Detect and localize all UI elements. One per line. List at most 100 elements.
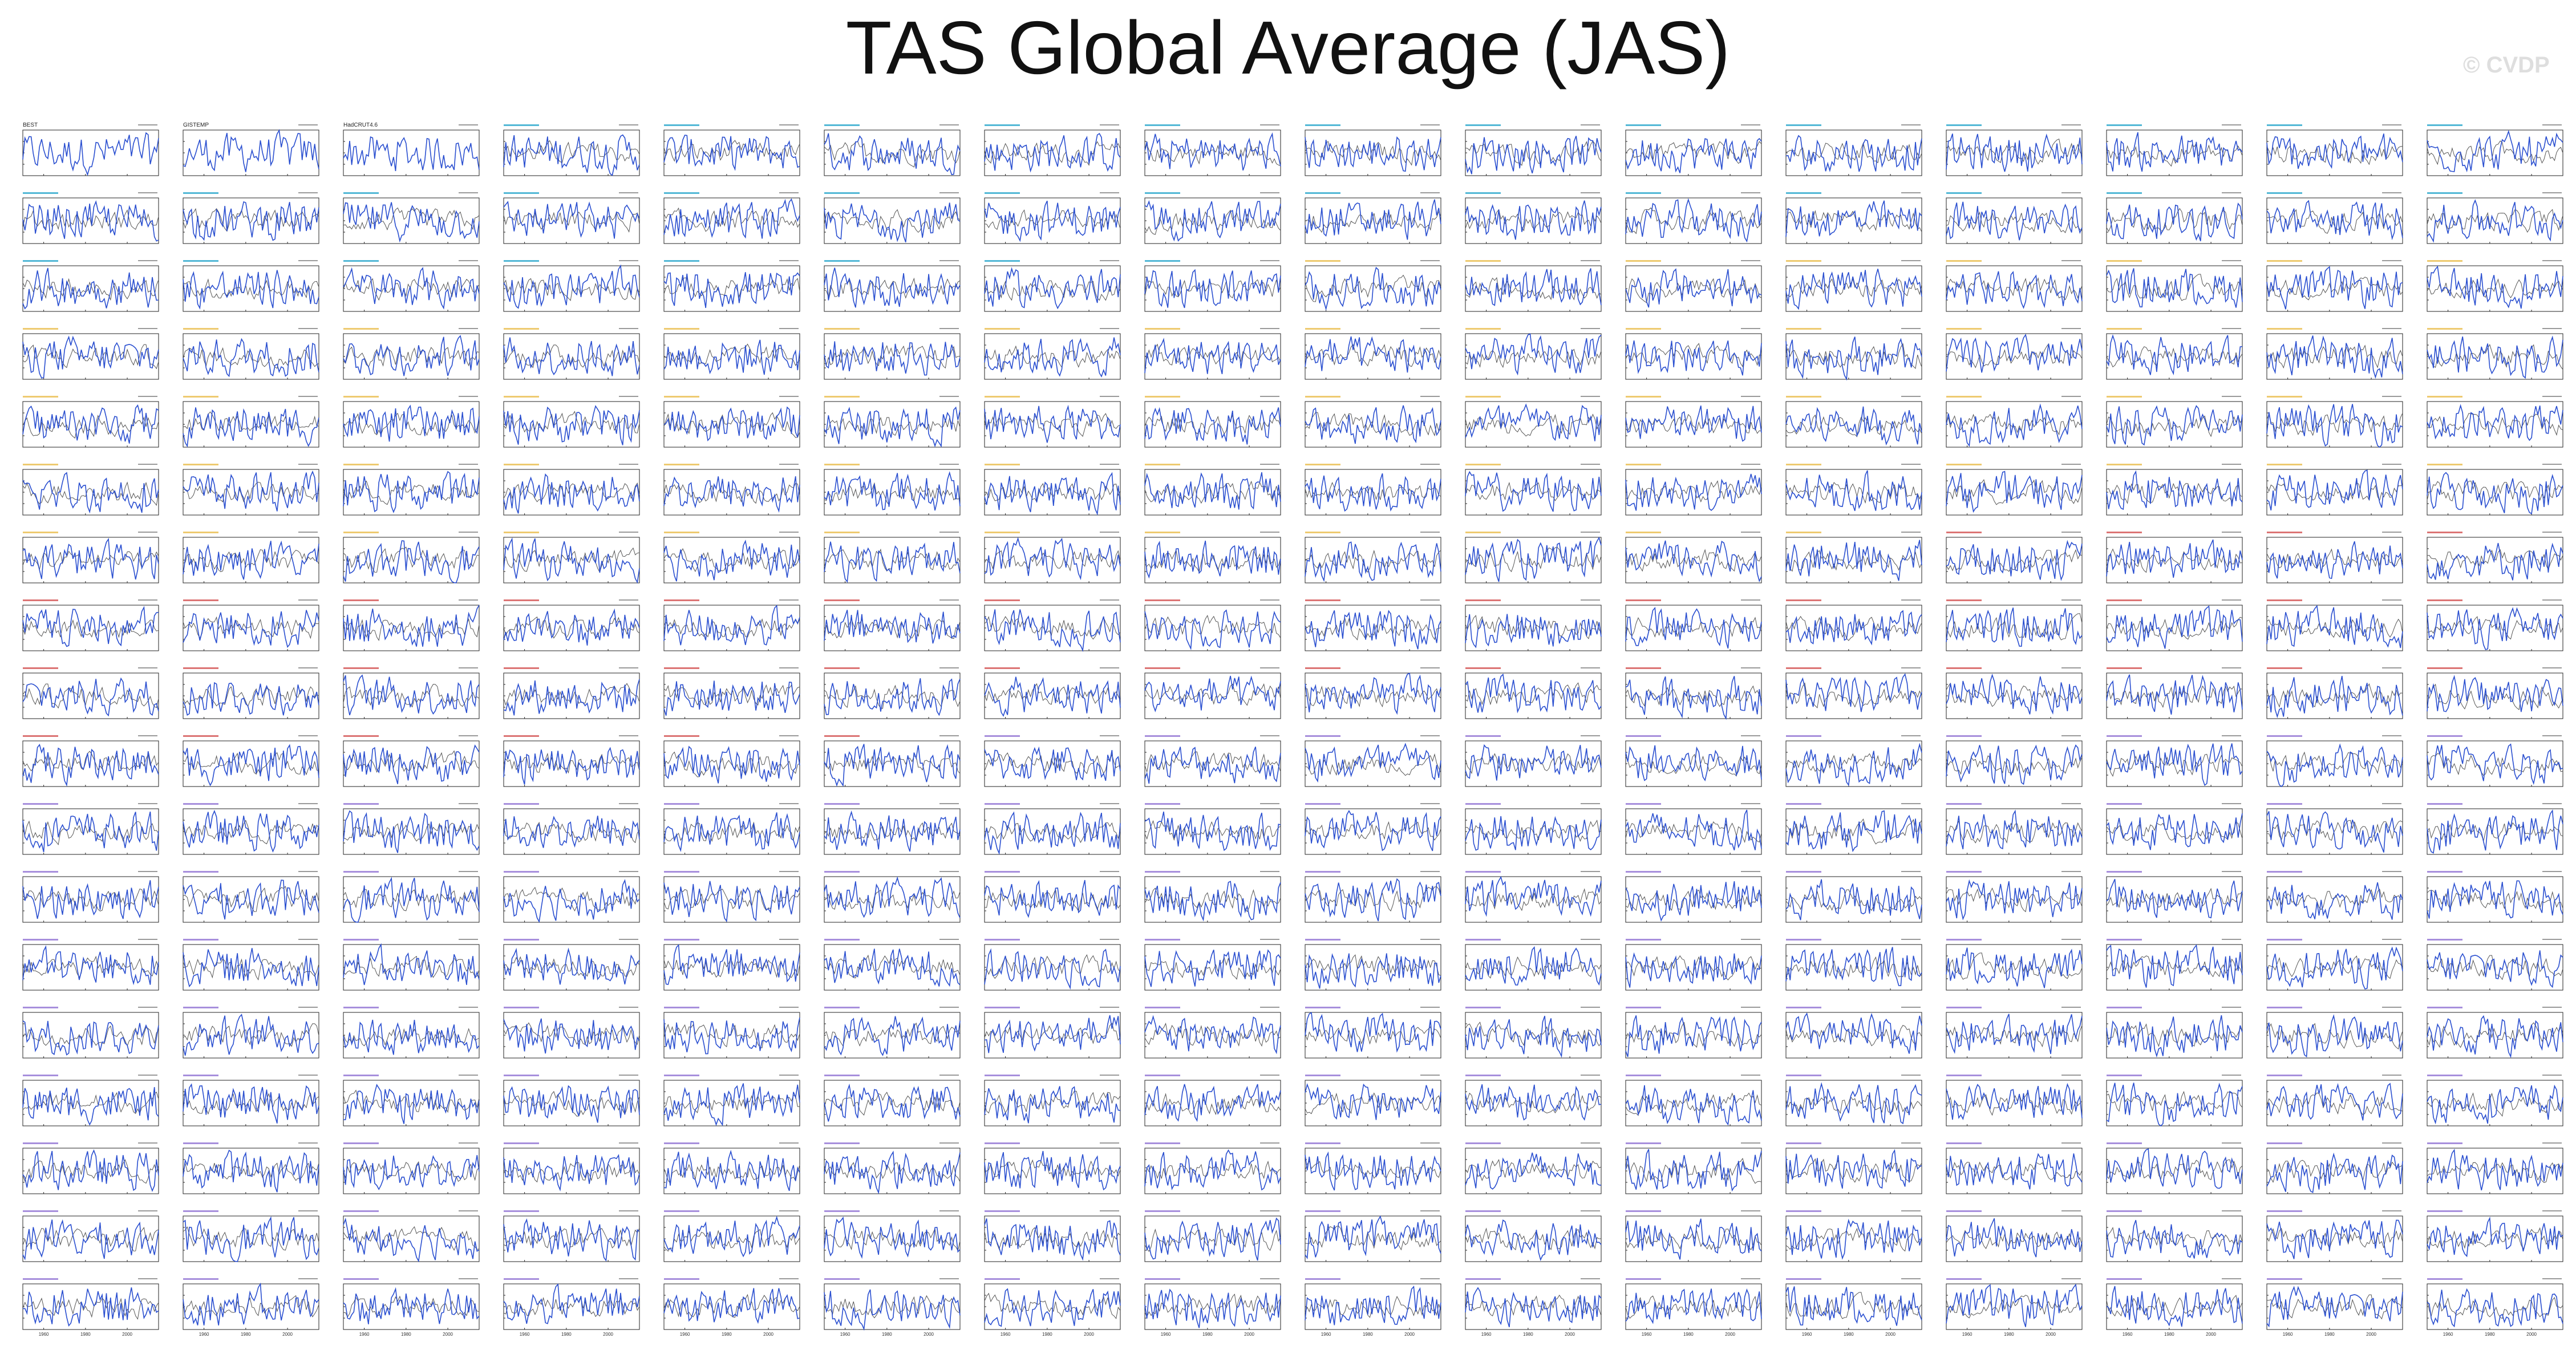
panel	[1946, 192, 2083, 244]
x-tick-label: 1980	[2485, 1332, 2495, 1337]
x-tick-label: 1960	[1962, 1332, 1972, 1337]
panel-title-mark	[824, 124, 860, 126]
panel-title-mark	[23, 803, 58, 805]
series-model-line	[2427, 1084, 2563, 1125]
panel	[663, 1075, 800, 1126]
series-model-line	[2266, 882, 2403, 920]
panel	[1465, 735, 1602, 787]
panel-frame	[183, 265, 319, 312]
series-model-line	[1465, 816, 1602, 851]
panel	[1305, 871, 1441, 923]
series-obs-line	[663, 751, 800, 777]
panel-units-mark	[1260, 532, 1279, 533]
series-model-line	[183, 338, 319, 378]
panel-units-mark	[1741, 260, 1760, 261]
series-obs-line	[1785, 414, 1922, 437]
panel-title-mark	[1305, 599, 1340, 601]
panel-units-mark	[939, 124, 959, 125]
panel-title-mark	[504, 532, 539, 533]
panel-units-mark	[939, 1210, 959, 1211]
panel-units-mark	[2542, 328, 2562, 329]
panel	[984, 735, 1121, 787]
panel	[824, 328, 961, 380]
series-obs-line	[183, 411, 319, 431]
panel-title-mark	[985, 464, 1020, 465]
panel-units-mark	[1741, 1210, 1760, 1211]
series-obs-line	[1465, 1158, 1602, 1181]
panel-units-mark	[2222, 1210, 2241, 1211]
panel-units-mark	[1260, 396, 1279, 397]
panel-units-mark	[619, 532, 638, 533]
series-model-line	[824, 202, 961, 243]
series-model-line	[1625, 340, 1762, 376]
series-obs-line	[2106, 685, 2243, 708]
panel-title-mark	[1946, 1142, 1982, 1144]
panel	[2106, 735, 2243, 787]
series-model-line	[984, 267, 1121, 310]
panel	[22, 1007, 159, 1059]
panel-units-mark	[619, 1142, 638, 1144]
panel	[984, 939, 1121, 991]
series-obs-line	[1305, 1026, 1441, 1045]
series-model-line	[2266, 404, 2403, 448]
panel	[2266, 124, 2403, 176]
panel-units-mark	[1100, 1142, 1119, 1144]
panel-title-mark	[343, 192, 379, 194]
panel-title-mark	[2107, 464, 2142, 465]
panel-title-mark	[985, 939, 1020, 941]
panel-title-mark	[664, 1210, 699, 1212]
panel	[663, 667, 800, 719]
panel	[2427, 667, 2563, 719]
panel-units-mark	[2542, 1007, 2562, 1008]
series-model-line	[1465, 614, 1602, 648]
panel-units-mark	[1420, 124, 1440, 125]
panel-frame	[824, 333, 961, 380]
panel	[1305, 532, 1441, 583]
panel-title-mark	[1786, 532, 1821, 533]
panel-title-mark	[2427, 1142, 2462, 1144]
panel-title-mark	[1626, 1278, 1661, 1280]
series-model-line	[2106, 605, 2243, 649]
panel	[503, 667, 640, 719]
series-model-line	[183, 610, 319, 648]
series-model-line	[1946, 133, 2083, 172]
panel	[343, 939, 480, 991]
panel-title-mark	[343, 667, 379, 669]
panel	[824, 735, 961, 787]
panel-title-mark	[1465, 599, 1501, 601]
panel: 1960 1980 2000	[2427, 1278, 2563, 1337]
series-obs-line	[2427, 1296, 2563, 1319]
panel-title-mark	[985, 396, 1020, 398]
series-obs-line	[22, 619, 159, 638]
series-obs-line	[2106, 346, 2243, 368]
panel-frame	[984, 876, 1121, 923]
series-model-line	[2266, 266, 2403, 310]
panel	[1785, 939, 1922, 991]
series-obs-line	[663, 618, 800, 638]
panel-title-mark	[2267, 1210, 2302, 1212]
panel-units-mark	[298, 1075, 318, 1076]
series-model-line	[1465, 536, 1602, 582]
panel-units-mark	[1260, 124, 1279, 125]
panel-frame	[1144, 672, 1281, 719]
series-model-line	[22, 880, 159, 919]
panel-units-mark	[779, 599, 799, 601]
panel-frame	[1465, 1215, 1602, 1262]
panel-units-mark	[939, 667, 959, 668]
series-obs-line	[1144, 1294, 1281, 1319]
panel-units-mark	[1901, 464, 1921, 465]
series-model-line	[824, 1216, 961, 1259]
panel-frame	[2106, 333, 2243, 380]
panel: HadCRUT4.6	[343, 122, 480, 176]
series-obs-line	[22, 209, 159, 230]
panel-units-mark	[138, 803, 157, 804]
panel	[1625, 124, 1762, 176]
series-model-line	[1625, 606, 1762, 649]
series-obs-line	[183, 820, 319, 845]
panel	[2106, 871, 2243, 923]
panel	[1144, 328, 1281, 380]
panel-title-mark	[985, 1075, 1020, 1076]
panel-title-mark	[2267, 1278, 2302, 1280]
series-obs-line	[2106, 483, 2243, 504]
series-model-line	[503, 134, 640, 176]
